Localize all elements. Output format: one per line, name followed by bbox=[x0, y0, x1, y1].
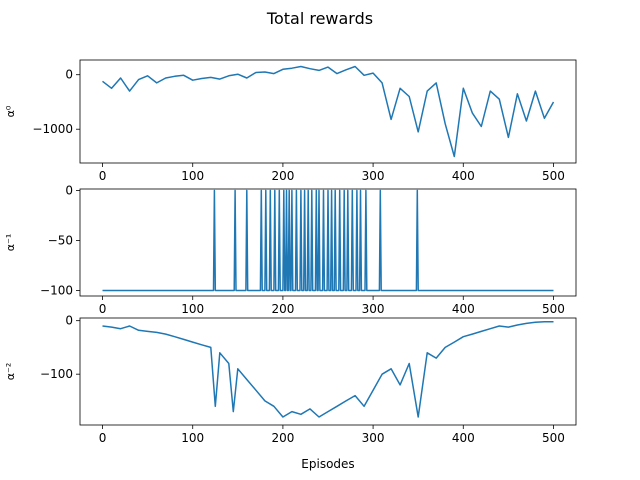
x-tick-label: 100 bbox=[181, 302, 204, 316]
x-tick-label: 300 bbox=[362, 169, 385, 183]
panel-1: 0 100 200 300 400 500 0 −1000 α⁰ bbox=[4, 59, 577, 183]
series-line-2 bbox=[102, 189, 554, 292]
y-tick-label: 0 bbox=[65, 184, 73, 198]
y-tick-label: −100 bbox=[40, 367, 73, 381]
x-tick-label: 200 bbox=[271, 169, 294, 183]
x-tick-label: 100 bbox=[181, 431, 204, 445]
panel-2: 0 100 200 300 400 500 0 −50 −100 α⁻¹ bbox=[4, 184, 577, 316]
figure-title: Total rewards bbox=[266, 9, 373, 28]
axes-frame-1 bbox=[79, 59, 577, 164]
x-tick-label: 400 bbox=[452, 302, 475, 316]
axes-frame-2 bbox=[79, 188, 577, 297]
x-tick-label: 0 bbox=[99, 302, 107, 316]
y-tick-label: −1000 bbox=[32, 122, 73, 136]
x-tick-label: 500 bbox=[542, 431, 565, 445]
y-tick-label: −50 bbox=[48, 234, 73, 248]
y-axis-label-2: α⁻¹ bbox=[4, 234, 17, 251]
axes-frame-3 bbox=[79, 317, 577, 426]
x-tick-label: 200 bbox=[271, 431, 294, 445]
x-tick-label: 400 bbox=[452, 169, 475, 183]
series-line-3 bbox=[102, 320, 554, 418]
x-tick-label: 0 bbox=[99, 431, 107, 445]
x-tick-label: 500 bbox=[542, 169, 565, 183]
x-axis-label: Episodes bbox=[301, 457, 354, 471]
panel-3: 0 100 200 300 400 500 0 −100 α⁻² bbox=[4, 314, 577, 445]
y-tick-label: −100 bbox=[40, 284, 73, 298]
x-tick-label: 300 bbox=[362, 431, 385, 445]
x-tick-label: 500 bbox=[542, 302, 565, 316]
y-tick-label: 0 bbox=[65, 68, 73, 82]
y-tick-label: 0 bbox=[65, 314, 73, 328]
x-tick-label: 0 bbox=[99, 169, 107, 183]
x-tick-label: 100 bbox=[181, 169, 204, 183]
y-axis-label-3: α⁻² bbox=[4, 363, 17, 380]
x-tick-label: 300 bbox=[362, 302, 385, 316]
y-axis-label-1: α⁰ bbox=[4, 105, 17, 117]
x-tick-label: 200 bbox=[271, 302, 294, 316]
series-line-1 bbox=[102, 65, 555, 158]
x-tick-label: 400 bbox=[452, 431, 475, 445]
